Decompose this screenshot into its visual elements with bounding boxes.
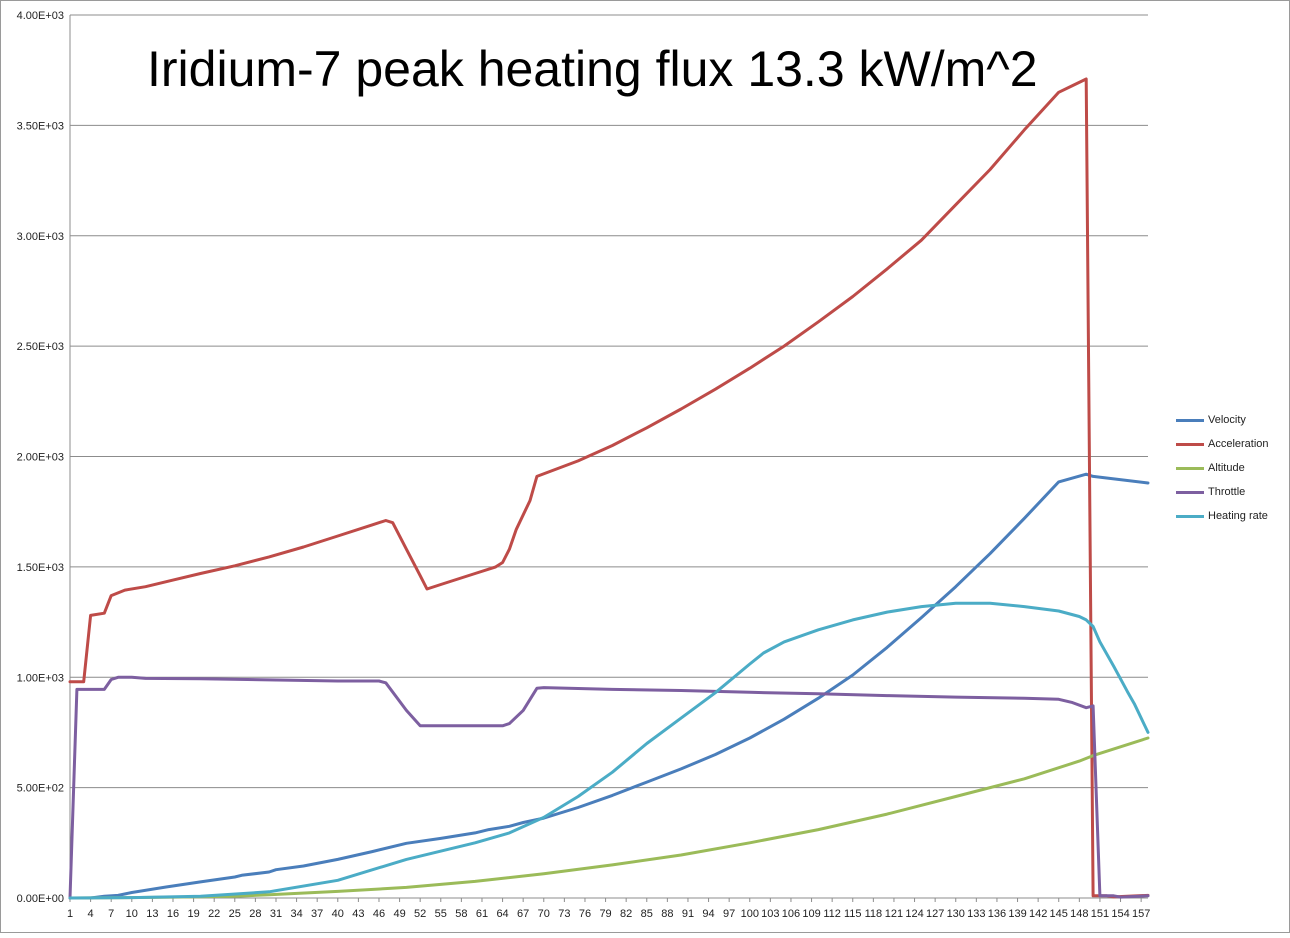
x-tick-label: 106 <box>782 908 800 920</box>
legend-swatch-altitude <box>1176 466 1204 470</box>
legend-item-velocity: Velocity <box>1176 408 1269 432</box>
y-tick-labels: 0.00E+00 5.00E+02 1.00E+03 1.50E+03 2.00E+03… <box>17 10 64 905</box>
y-tick-label: 1.50E+03 <box>17 562 64 574</box>
x-tick-label: 124 <box>905 908 923 920</box>
legend-label-heating-rate: Heating rate <box>1208 510 1268 522</box>
x-tick-label: 37 <box>311 908 323 920</box>
x-tick-label: 79 <box>599 908 611 920</box>
x-tick-label: 10 <box>126 908 138 920</box>
x-tick-label: 64 <box>496 908 508 920</box>
x-tick-label: 76 <box>579 908 591 920</box>
x-tick-label: 145 <box>1050 908 1068 920</box>
legend-item-throttle: Throttle <box>1176 480 1269 504</box>
chart-legend: Velocity Acceleration Altitude Throttle … <box>1176 408 1269 528</box>
x-tick-label: 103 <box>761 908 779 920</box>
x-tick-label: 58 <box>455 908 467 920</box>
x-tick-label: 115 <box>844 908 862 920</box>
legend-label-acceleration: Acceleration <box>1208 438 1269 450</box>
legend-swatch-velocity <box>1176 418 1204 422</box>
x-tick-label: 94 <box>702 908 714 920</box>
x-tick-label: 88 <box>661 908 673 920</box>
legend-swatch-throttle <box>1176 490 1204 494</box>
x-tick-label: 31 <box>270 908 282 920</box>
grid-lines <box>70 14 1148 789</box>
x-tick-label: 43 <box>352 908 364 920</box>
y-tick-label: 4.00E+03 <box>17 10 64 22</box>
legend-swatch-heating-rate <box>1176 514 1204 518</box>
legend-item-heating-rate: Heating rate <box>1176 504 1269 528</box>
x-tick-label: 67 <box>517 908 529 920</box>
x-tick-label: 22 <box>208 908 220 920</box>
x-tick-label: 127 <box>926 908 944 920</box>
legend-label-altitude: Altitude <box>1208 462 1245 474</box>
x-tick-label: 4 <box>88 908 94 920</box>
x-tick-label: 109 <box>802 908 820 920</box>
x-tick-label: 49 <box>393 908 405 920</box>
x-tick-label: 85 <box>641 908 653 920</box>
series-line-velocity <box>68 472 1150 900</box>
x-tick-label: 46 <box>373 908 385 920</box>
x-tick-label: 100 <box>741 908 759 920</box>
y-tick-label: 2.50E+03 <box>17 341 64 353</box>
x-tick-label: 28 <box>249 908 261 920</box>
x-tick-label: 61 <box>476 908 488 920</box>
x-tick-label: 142 <box>1029 908 1047 920</box>
x-tick-label: 82 <box>620 908 632 920</box>
x-tick-label: 151 <box>1091 908 1109 920</box>
y-tick-label: 1.00E+03 <box>17 672 64 684</box>
x-tick-labels: 1 4 7 10 13 16 19 22 25 28 31 34 37 40 43 46 49 52 55 58 61 6… <box>67 908 1150 920</box>
x-tick-label: 55 <box>435 908 447 920</box>
y-tick-label: 3.50E+03 <box>17 120 64 132</box>
x-tick-label: 1 <box>67 908 73 920</box>
legend-item-acceleration: Acceleration <box>1176 432 1269 456</box>
x-tick-label: 139 <box>1008 908 1026 920</box>
x-tick-label: 157 <box>1132 908 1150 920</box>
series-line-acceleration <box>68 77 1150 899</box>
x-tick-label: 136 <box>988 908 1006 920</box>
x-tick-label: 148 <box>1070 908 1088 920</box>
x-tick-label: 7 <box>108 908 114 920</box>
x-tick-label: 118 <box>865 908 883 920</box>
series-line-heating-rate <box>68 601 1150 900</box>
x-tick-label: 133 <box>967 908 985 920</box>
x-tick-label: 34 <box>290 908 302 920</box>
x-tick-label: 91 <box>682 908 694 920</box>
x-tick-label: 16 <box>167 908 179 920</box>
chart-title: Iridium-7 peak heating flux 13.3 kW/m^2 <box>147 41 1038 97</box>
x-tick-label: 25 <box>229 908 241 920</box>
x-tick-label: 121 <box>885 908 903 920</box>
y-tick-label: 2.00E+03 <box>17 452 64 464</box>
series-line-altitude <box>68 736 1150 900</box>
y-tick-label: 0.00E+00 <box>17 893 64 905</box>
y-tick-label: 5.00E+02 <box>17 783 64 795</box>
series-line-throttle <box>68 675 1150 900</box>
legend-label-throttle: Throttle <box>1208 486 1246 498</box>
series-lines <box>68 77 1150 900</box>
legend-label-velocity: Velocity <box>1208 414 1246 426</box>
x-tick-label: 19 <box>187 908 199 920</box>
x-tick-label: 112 <box>823 908 841 920</box>
legend-swatch-acceleration <box>1176 442 1204 446</box>
x-tick-label: 52 <box>414 908 426 920</box>
x-tick-label: 130 <box>947 908 965 920</box>
x-tick-label: 13 <box>146 908 158 920</box>
x-tick-label: 70 <box>538 908 550 920</box>
x-tick-label: 73 <box>558 908 570 920</box>
x-tick-label: 40 <box>332 908 344 920</box>
y-tick-label: 3.00E+03 <box>17 231 64 243</box>
axes <box>69 15 1148 902</box>
x-tick-label: 154 <box>1111 908 1129 920</box>
x-tick-label: 97 <box>723 908 735 920</box>
legend-item-altitude: Altitude <box>1176 456 1269 480</box>
